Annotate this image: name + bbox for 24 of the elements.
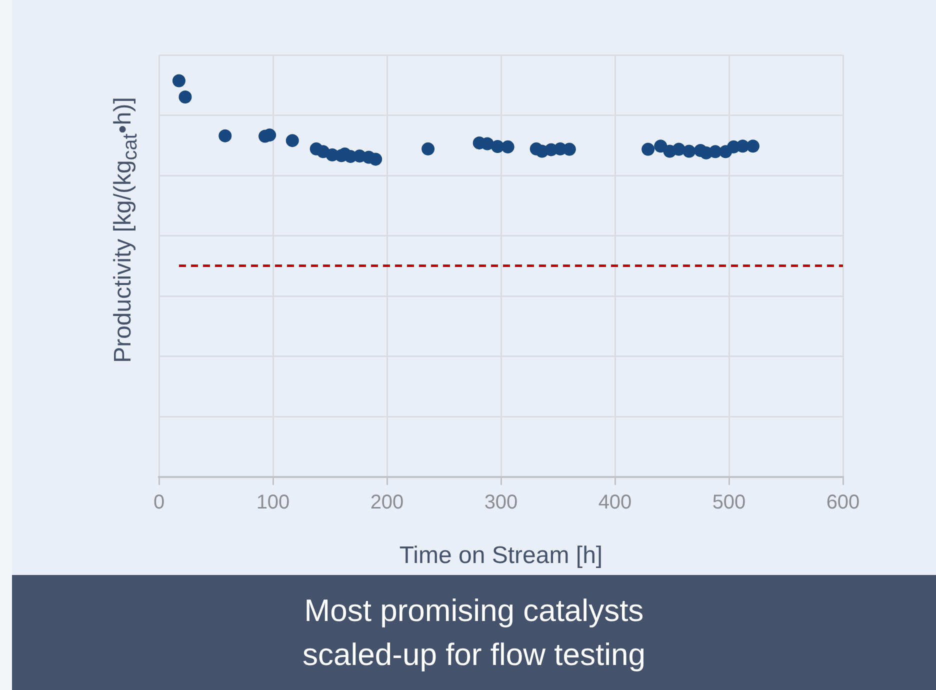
point bbox=[422, 142, 435, 156]
point bbox=[369, 152, 382, 166]
point bbox=[642, 142, 655, 156]
x-tick-label: 400 bbox=[598, 492, 632, 514]
point bbox=[746, 140, 760, 153]
x-tick-label: 200 bbox=[370, 492, 404, 514]
point bbox=[682, 144, 696, 158]
x-tick-label: 500 bbox=[712, 492, 746, 514]
x-tick-label: 600 bbox=[826, 492, 860, 514]
x-tick-label: 100 bbox=[256, 492, 290, 514]
x-tick-label: 300 bbox=[484, 492, 518, 514]
point bbox=[218, 129, 232, 142]
point bbox=[172, 74, 186, 88]
point bbox=[480, 137, 494, 150]
point bbox=[562, 142, 576, 156]
point bbox=[491, 140, 504, 154]
x-axis-title: Time on Stream [h] bbox=[399, 542, 603, 570]
point bbox=[654, 140, 668, 153]
point bbox=[178, 90, 192, 104]
text: Most promising catalysts scaled-up for flow testing bbox=[12, 575, 936, 690]
x-tick-label: 0 bbox=[153, 492, 165, 514]
point bbox=[501, 140, 514, 154]
point bbox=[286, 134, 299, 148]
point bbox=[672, 142, 686, 156]
